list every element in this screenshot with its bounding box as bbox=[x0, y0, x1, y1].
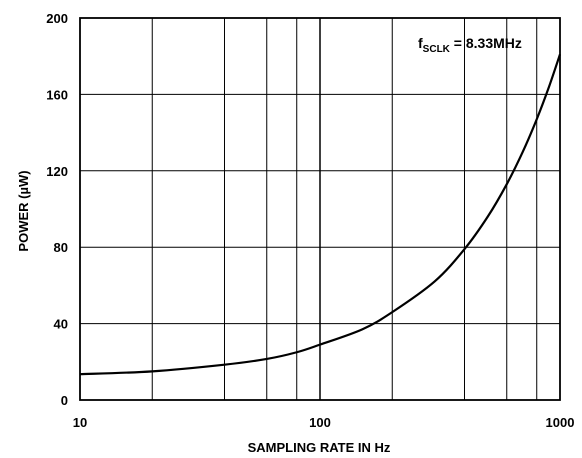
annotation-suffix: = 8.33MHz bbox=[450, 35, 522, 51]
y-tick-label: 40 bbox=[54, 317, 68, 332]
y-tick-label: 0 bbox=[61, 393, 68, 408]
plot-border bbox=[79, 17, 561, 401]
x-tick-label: 1000 bbox=[546, 415, 575, 430]
x-tick-label: 100 bbox=[309, 415, 331, 430]
x-axis-title: SAMPLING RATE IN Hz bbox=[248, 440, 391, 455]
plot-frame bbox=[79, 17, 561, 401]
y-tick-label: 80 bbox=[54, 240, 68, 255]
annotation-subscript: SCLK bbox=[423, 44, 451, 55]
y-tick-label: 120 bbox=[46, 164, 68, 179]
sclk-annotation: fSCLK = 8.33MHz bbox=[418, 35, 522, 55]
grid bbox=[80, 18, 560, 400]
tick-labels: 0 40 80 120 160 200 10 100 1000 bbox=[46, 11, 574, 430]
y-tick-label: 200 bbox=[46, 11, 68, 26]
y-tick-label: 160 bbox=[46, 87, 68, 102]
x-tick-label: 10 bbox=[73, 415, 87, 430]
y-axis-title: POWER (µW) bbox=[16, 170, 31, 251]
power-curve bbox=[79, 53, 562, 376]
series-layer bbox=[79, 53, 562, 376]
annotation-prefix: f bbox=[418, 35, 423, 51]
